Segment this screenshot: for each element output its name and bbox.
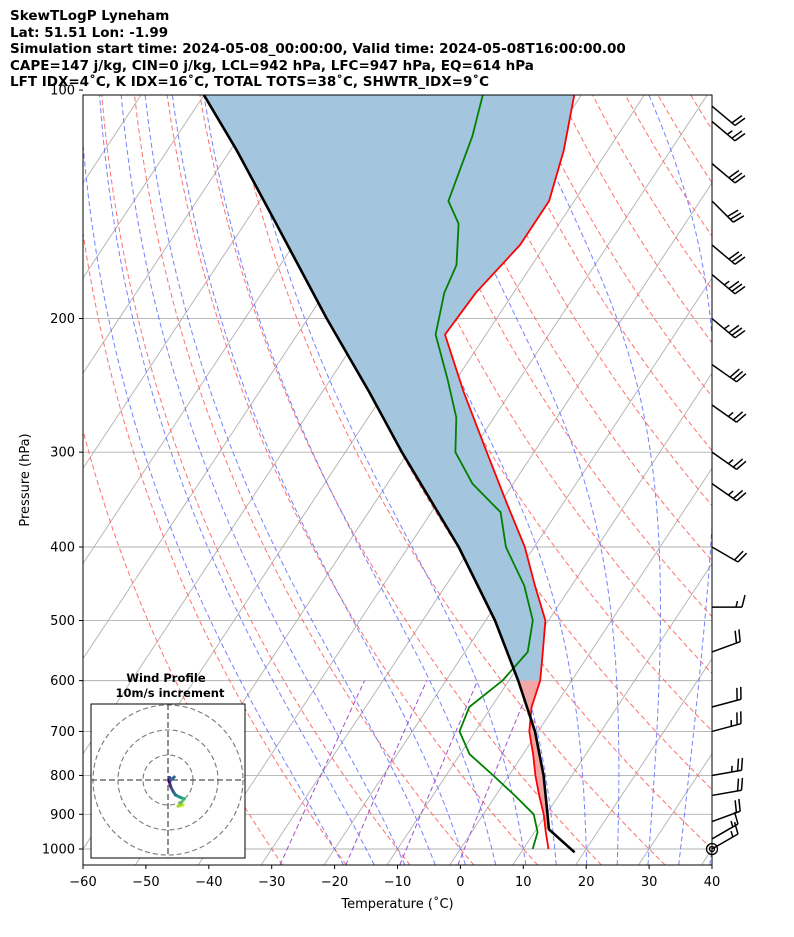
moist-adiabat: [709, 845, 712, 865]
station-coordinates: Lat: 51.51 Lon: -1.99: [10, 24, 169, 41]
wind-barb: [711, 777, 744, 797]
mixing-ratio-line: [345, 680, 428, 865]
mixing-ratio-line: [279, 680, 366, 865]
isotherm-gridline: [323, 277, 712, 865]
x-tick-label: 20: [578, 875, 595, 890]
moist-adiabat: [144, 95, 436, 865]
wind-barb: [711, 244, 746, 265]
dry-adiabat: [526, 95, 712, 398]
wind-barb: [711, 163, 746, 184]
dry-adiabat: [166, 95, 539, 865]
moist-adiabat: [648, 95, 712, 865]
dry-adiabat: [83, 428, 283, 865]
dry-adiabat: [720, 90, 794, 865]
wind-barb: [711, 798, 741, 823]
isotherm-gridline: [83, 95, 331, 470]
chart-header: SkewTLogP Lyneham Lat: 51.51 Lon: -1.99 …: [10, 8, 626, 91]
wind-barb: [711, 363, 747, 383]
dry-adiabat: [624, 95, 712, 237]
y-tick-label: 400: [50, 540, 75, 555]
wind-barb: [711, 120, 746, 142]
wind-barb: [711, 629, 741, 653]
wind-barb: [711, 404, 747, 423]
isotherm-gridline: [83, 95, 268, 375]
wind-barb: [711, 482, 747, 502]
dry-adiabat: [362, 95, 712, 675]
cape-area-fill: [203, 95, 575, 681]
convective-parameters: CAPE=147 j/kg, CIN=0 j/kg, LCL=942 hPa, …: [10, 57, 534, 74]
dry-adiabat: [83, 229, 347, 865]
isotherm-gridline: [700, 848, 712, 865]
moist-adiabat: [99, 95, 375, 865]
x-tick-label: 0: [456, 875, 464, 890]
y-tick-label: 700: [50, 725, 75, 740]
wind-barb: [711, 811, 739, 840]
x-tick-label: 40: [704, 875, 721, 890]
dry-adiabat: [786, 90, 794, 865]
x-tick-label: −40: [195, 875, 222, 890]
wind-barb: [712, 594, 746, 608]
wind-barb: [711, 451, 747, 470]
wind-barb: [711, 317, 746, 339]
wind-barb: [711, 200, 745, 223]
dry-adiabat: [493, 95, 712, 452]
isotherm-gridline: [512, 562, 712, 865]
hodograph-subtitle: 10m/s increment: [116, 686, 225, 700]
moist-adiabat: [120, 95, 406, 865]
wind-barb: [711, 546, 748, 563]
hodograph-title: Wind Profile: [126, 671, 206, 685]
dry-adiabat: [753, 90, 794, 865]
y-tick-label: 300: [50, 446, 75, 461]
isotherm-gridline: [83, 95, 205, 279]
stability-indices: LFT IDX=4˚C, K IDX=16˚C, TOTAL TOTS=38˚C…: [10, 74, 490, 90]
mixing-ratio-line: [399, 680, 479, 865]
moist-adiabat: [83, 138, 344, 865]
simulation-times: Simulation start time: 2024-05-08_00:00:…: [10, 41, 626, 57]
x-tick-label: 30: [641, 875, 658, 890]
wind-barb: [711, 711, 742, 733]
y-tick-label: 900: [50, 808, 75, 823]
x-tick-label: 10: [515, 875, 532, 890]
wind-barb: [711, 105, 746, 127]
isotherm-gridline: [764, 90, 794, 865]
x-tick-label: −50: [132, 875, 159, 890]
moist-adiabat: [345, 95, 588, 865]
wind-barb: [711, 273, 746, 295]
x-tick-label: −10: [384, 875, 411, 890]
isotherm-gridline: [0, 90, 19, 865]
wind-barb: [711, 686, 742, 708]
moist-adiabat: [203, 95, 497, 865]
wind-barb: [711, 757, 744, 777]
temperature-profile-line: [444, 95, 576, 850]
dry-adiabat: [559, 95, 712, 344]
dry-adiabat: [232, 95, 666, 865]
dry-adiabat: [657, 95, 712, 184]
y-tick-label: 1000: [42, 843, 75, 858]
isotherm-gridline: [638, 753, 712, 865]
parcel-path-line: [202, 95, 576, 854]
y-tick-label: 200: [50, 312, 75, 327]
dewpoint-profile-line: [434, 95, 539, 850]
y-tick-label: 500: [50, 614, 75, 629]
hodograph-segment: [169, 775, 176, 782]
isotherm-gridline: [0, 90, 81, 865]
y-tick-label: 100: [50, 84, 75, 99]
y-axis-label: Pressure (hPa): [18, 433, 33, 526]
x-axis-label: Temperature (˚C): [340, 896, 453, 912]
y-tick-label: 800: [50, 769, 75, 784]
isotherm-gridline: [575, 657, 712, 865]
dry-adiabat: [591, 95, 712, 290]
y-tick-label: 600: [50, 674, 75, 689]
mixing-ratio-line: [457, 680, 533, 865]
isotherm-gridline: [260, 182, 712, 865]
station-title: SkewTLogP Lyneham: [10, 8, 170, 24]
dry-adiabat: [133, 95, 475, 865]
dry-adiabat: [199, 95, 602, 865]
dry-adiabat: [690, 95, 712, 131]
moist-adiabat: [171, 95, 466, 865]
x-tick-label: −60: [69, 875, 96, 890]
x-tick-label: −20: [321, 875, 348, 890]
x-tick-label: −30: [258, 875, 285, 890]
